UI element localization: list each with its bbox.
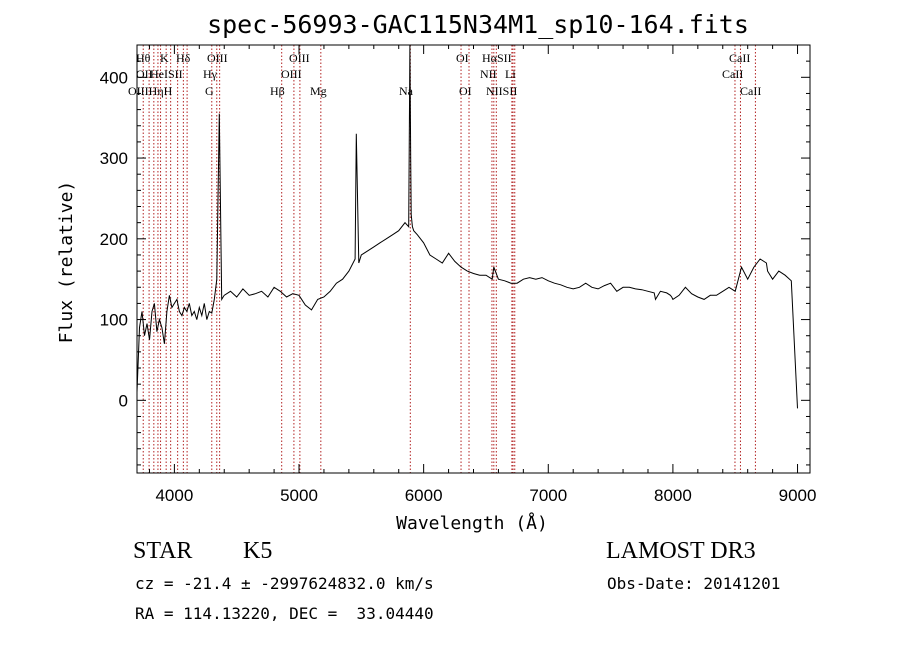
spectral-line-label: NII: [480, 67, 497, 81]
spectral-line-label: OIII: [289, 51, 310, 65]
x-tick-label: 5000: [280, 486, 318, 505]
spectral-line-label: HeISII: [150, 67, 183, 81]
x-tick-label: 6000: [405, 486, 443, 505]
spectral-line-label: NIISII: [486, 84, 517, 98]
y-tick-label: 0: [119, 391, 128, 410]
object-subclass: K5: [243, 538, 273, 564]
spectral-line-label: OI: [459, 84, 472, 98]
spectral-line-label: CaII: [729, 51, 750, 65]
x-tick-label: 7000: [529, 486, 567, 505]
spectral-line-label: Na: [399, 84, 414, 98]
spectral-line-label: Mg: [310, 84, 327, 98]
spectral-line-label: CaII: [722, 67, 743, 81]
spectral-line-label: HαSII: [482, 51, 512, 65]
x-axis-label: Wavelength (Å): [396, 512, 548, 534]
spectral-line-label: OIII: [281, 67, 302, 81]
y-tick-label: 100: [100, 311, 128, 330]
y-tick-label: 200: [100, 230, 128, 249]
spectral-line-label: Hθ: [136, 51, 151, 65]
object-class: STAR: [133, 538, 193, 564]
plot-frame: [136, 44, 811, 474]
spectral-line-label: CaII: [740, 84, 761, 98]
x-tick-label: 9000: [779, 486, 817, 505]
spectrum-line: [136, 44, 798, 409]
spectral-line-label: OIIIHηH: [128, 84, 173, 98]
spectral-line-label: OI: [456, 51, 469, 65]
spectral-line-label: OIII: [207, 51, 228, 65]
redshift-velocity: cz = -21.4 ± -2997624832.0 km/s: [135, 574, 434, 593]
spectral-line-label: G: [205, 84, 214, 98]
spectral-line-label: Li: [505, 67, 516, 81]
spectral-line-label: Hβ: [270, 84, 285, 98]
x-tick-label: 4000: [155, 486, 193, 505]
spectral-line-label: K: [160, 51, 169, 65]
observation-date: Obs-Date: 20141201: [607, 574, 781, 593]
x-axis: 4000 5000 6000 7000 8000 9000: [148, 45, 817, 505]
y-tick-label: 300: [100, 149, 128, 168]
chart-title: spec-56993-GAC115N34M1_sp10-164.fits: [207, 10, 749, 39]
survey-name: LAMOST DR3: [606, 538, 756, 564]
y-axis-label: Flux (relative): [56, 181, 77, 344]
spectral-line-label: Hδ: [176, 51, 191, 65]
spectral-line-markers: [142, 45, 756, 473]
coordinates: RA = 114.13220, DEC = 33.04440: [135, 604, 434, 623]
x-tick-label: 8000: [654, 486, 692, 505]
y-tick-label: 400: [100, 68, 128, 87]
y-axis: 0 100 200 300 400: [100, 44, 810, 466]
spectral-line-label: Hγ: [203, 67, 218, 81]
